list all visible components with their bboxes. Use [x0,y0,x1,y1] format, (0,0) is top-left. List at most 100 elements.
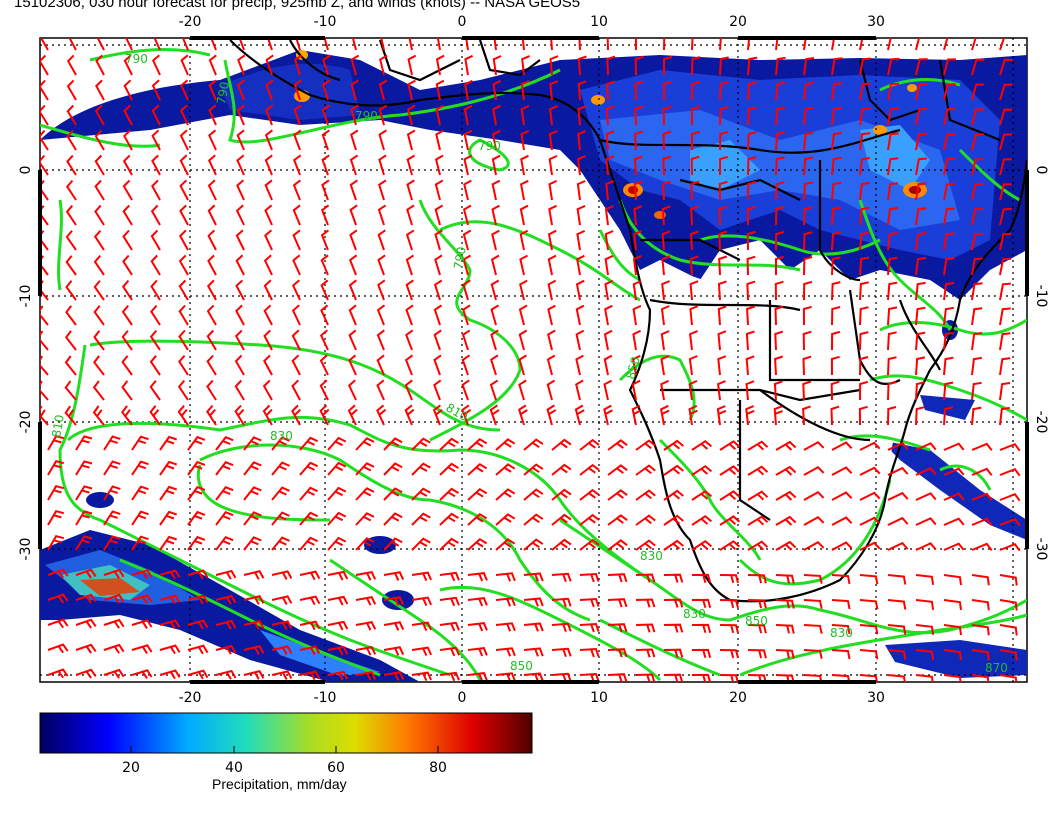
contour-label: 850 [623,355,642,381]
wind-barb [547,279,557,301]
wind-barb [291,354,301,376]
wind-barb [803,515,825,526]
wind-barb [207,179,217,201]
wind-barb [803,440,825,451]
wind-barb [181,38,189,51]
wind-barb [293,129,302,151]
wind-barb [603,329,613,351]
wind-barb [915,356,926,376]
wind-barb [271,620,293,630]
wind-barb [495,647,516,657]
wind-barb [887,57,900,76]
wind-barb [348,304,357,326]
wind-barb [887,207,899,226]
wind-barb [47,435,65,451]
colorbar-tick-label: 20 [122,760,140,776]
wind-barb [299,511,319,526]
wind-barb [40,330,49,351]
wind-barb [299,595,321,606]
wind-barb [103,643,125,654]
wind-barb [489,404,500,426]
wind-barb [236,129,245,151]
wind-barb [64,405,77,426]
wind-barb [519,229,529,251]
wind-barb [607,573,628,583]
wind-barb [121,330,133,351]
wind-barb [377,254,386,276]
wind-barb [549,55,559,76]
wind-barb [378,179,387,201]
wind-barb [660,354,670,376]
colorbar-label: Precipitation, mm/day [212,776,347,792]
wind-barb [215,669,237,680]
wind-barb [131,569,153,579]
wind-barb [662,130,672,151]
wind-barb [551,488,572,501]
wind-barb [999,406,1010,426]
wind-barb [999,674,1018,682]
wind-barb [632,280,642,301]
wind-barb [75,618,97,629]
wind-barb [519,204,529,226]
axis-ticks [38,36,1029,684]
wind-barb [719,56,729,76]
contour-label: 790 [214,81,232,106]
wind-barb [579,538,600,551]
wind-barb [404,404,415,426]
wind-barb [243,486,262,501]
wind-barb [103,568,125,579]
wind-barb [349,204,358,226]
wind-barb [576,180,586,201]
wind-barb [439,537,459,551]
wind-barb [575,304,585,326]
wind-barb [491,229,500,251]
wind-barb [915,157,927,176]
wind-barb [299,536,319,551]
wind-barb [971,381,982,401]
wind-barb [887,649,907,660]
wind-barb [523,488,544,501]
wind-barb [717,380,726,401]
wind-barb [237,54,246,76]
wind-barb [719,440,741,451]
wind-barb [327,461,347,476]
wind-barb [187,485,206,501]
wind-barb [943,232,955,251]
wind-barb [234,379,245,401]
wind-barb [719,465,741,476]
wind-barb [149,329,161,351]
wind-barb [773,405,783,426]
wind-barb [915,381,925,401]
wind-barb [122,254,133,276]
wind-barb [803,106,814,126]
wind-barb [719,106,729,126]
wind-barb [75,510,93,526]
wind-barb [690,130,700,151]
wind-barb [999,599,1018,611]
wind-barb [95,79,105,101]
wind-barb [887,441,909,451]
wind-barb [546,354,556,376]
wind-barb [177,405,189,426]
wind-barb [943,182,956,201]
wind-barb [243,511,262,526]
wind-barb [999,257,1012,276]
wind-barb [263,354,273,376]
wind-barb [999,624,1018,636]
contour-label: 790 [478,139,501,153]
wind-barb [663,648,684,658]
wind-barb [632,304,642,326]
wind-barb [999,357,1011,376]
lon-tick-label: 0 [458,14,467,30]
wind-barb [577,80,587,101]
wind-barb [491,204,500,226]
wind-barb [747,106,757,126]
wind-barb [210,38,217,51]
wind-barb [434,204,444,226]
wind-barb [150,204,161,226]
wind-barb [915,574,935,585]
wind-barb [915,132,928,151]
wind-barb [495,622,516,632]
wind-barb [159,644,181,655]
wind-barb [551,513,572,526]
